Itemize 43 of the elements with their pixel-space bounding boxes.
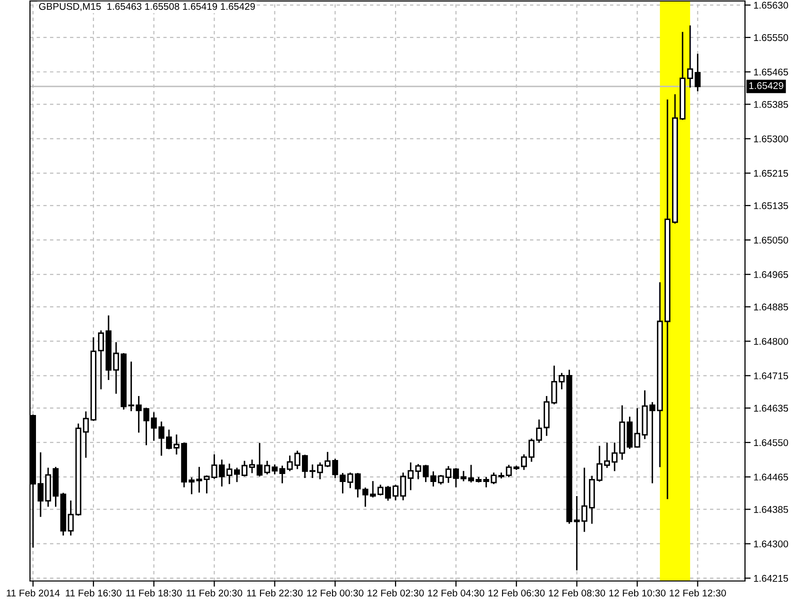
y-tick-label: 1.64300 [754,540,788,548]
y-tick-label: 1.65215 [754,170,788,177]
candlestick [634,408,640,448]
candlestick [422,464,429,482]
x-tick-label: 11 Feb 2014 [6,589,60,596]
x-tick-label: 12 Feb 06:30 [488,589,545,596]
x-tick-label: 11 Feb 20:30 [186,589,242,596]
ref-line-label: 1.65429 [749,82,784,90]
y-tick-label: 1.65385 [754,101,788,108]
y-tick-label: 1.64635 [754,404,788,412]
x-tick-label: 11 Feb 22:30 [247,589,303,596]
y-tick-label: 1.65550 [754,34,788,42]
x-tick-label: 12 Feb 10:30 [609,589,666,596]
x-tick-label: 12 Feb 12:30 [670,589,726,596]
x-tick-label: 12 Feb 04:30 [428,589,484,596]
candlestick [68,500,74,536]
y-tick-label: 1.64715 [754,372,788,380]
y-tick-label: 1.65465 [754,68,788,76]
candlestick [415,464,422,480]
y-tick-label: 1.64465 [754,474,788,481]
y-tick-label: 1.64550 [754,439,788,446]
candlestick [347,472,354,488]
y-tick-label: 1.65050 [754,236,788,244]
x-tick-label: 12 Feb 02:30 [368,589,424,596]
y-tick-label: 1.64965 [754,271,788,278]
x-tick-label: 12 Feb 08:30 [548,589,606,596]
y-tick-label: 1.64800 [754,338,788,345]
candlestick [204,475,210,494]
x-tick-label: 11 Feb 18:30 [126,589,182,596]
candlestick [136,396,142,433]
y-tick-label: 1.65300 [754,135,788,142]
candlestick [558,372,565,390]
y-tick-label: 1.65630 [754,2,788,9]
y-tick-label: 1.64215 [754,574,788,582]
x-tick-label: 11 Feb 16:30 [66,589,122,596]
chart-title: GBPUSD,M15 1.65463 1.65508 1.65419 1.65429 [39,2,255,12]
candlestick [211,454,218,479]
candlestick [279,466,286,484]
x-tick-label: 12 Feb 00:30 [307,589,364,596]
y-tick-label: 1.64385 [754,506,788,513]
candlestick [490,472,497,484]
y-tick-label: 1.64885 [754,304,788,310]
y-tick-label: 1.65135 [754,202,788,210]
